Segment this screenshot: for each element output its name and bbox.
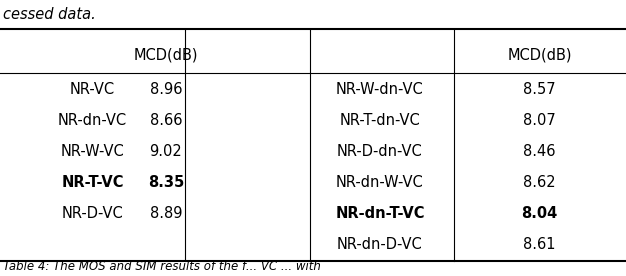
Text: NR-W-VC: NR-W-VC <box>61 144 125 159</box>
Text: NR-T-dn-VC: NR-T-dn-VC <box>340 113 420 128</box>
Text: 8.46: 8.46 <box>523 144 556 159</box>
Text: 8.61: 8.61 <box>523 237 556 251</box>
Text: 8.07: 8.07 <box>523 113 556 128</box>
Text: NR-dn-W-VC: NR-dn-W-VC <box>336 175 424 190</box>
Text: 8.89: 8.89 <box>150 206 182 221</box>
Text: NR-W-dn-VC: NR-W-dn-VC <box>336 83 424 97</box>
Text: NR-D-dn-VC: NR-D-dn-VC <box>337 144 423 159</box>
Text: 8.96: 8.96 <box>150 83 182 97</box>
Text: 8.66: 8.66 <box>150 113 182 128</box>
Text: NR-dn-D-VC: NR-dn-D-VC <box>337 237 423 251</box>
Text: MCD(dB): MCD(dB) <box>507 48 572 63</box>
Text: NR-D-VC: NR-D-VC <box>62 206 123 221</box>
Text: 8.04: 8.04 <box>521 206 558 221</box>
Text: cessed data.: cessed data. <box>3 7 96 22</box>
Text: MCD(dB): MCD(dB) <box>133 48 198 63</box>
Text: 8.57: 8.57 <box>523 83 556 97</box>
Text: NR-T-VC: NR-T-VC <box>61 175 124 190</box>
Text: NR-dn-T-VC: NR-dn-T-VC <box>336 206 424 221</box>
Text: NR-dn-VC: NR-dn-VC <box>58 113 127 128</box>
Text: 9.02: 9.02 <box>150 144 182 159</box>
Text: Table 4: The MOS and SIM results of the f... VC ... with: Table 4: The MOS and SIM results of the … <box>3 260 321 273</box>
Text: 8.62: 8.62 <box>523 175 556 190</box>
Text: NR-VC: NR-VC <box>70 83 115 97</box>
Text: 8.35: 8.35 <box>148 175 184 190</box>
